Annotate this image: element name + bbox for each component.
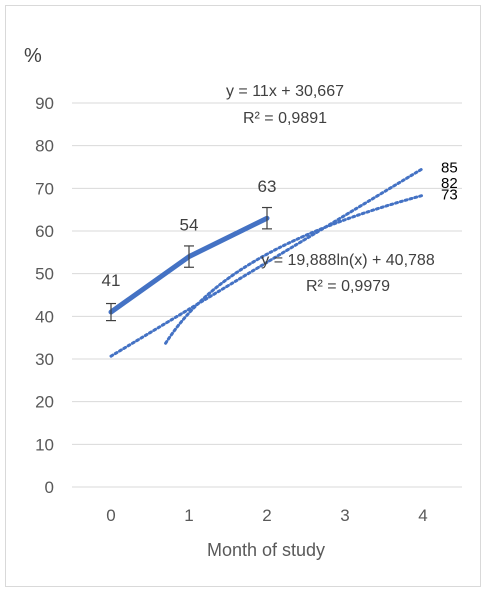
x-tick-3: 3: [340, 506, 349, 525]
data-label-0: 41: [102, 271, 121, 290]
x-tick-4: 4: [418, 506, 427, 525]
y-tick-20: 20: [35, 393, 54, 412]
linear-end-label: 85: [441, 159, 458, 176]
x-axis-title: Month of study: [207, 540, 325, 560]
y-tick-labels: 0 10 20 30 40 50 60 70 80 90: [35, 94, 54, 497]
y-tick-70: 70: [35, 179, 54, 198]
log-equation: y = 19,888ln(x) + 40,788: [261, 252, 435, 269]
y-tick-90: 90: [35, 94, 54, 113]
x-tick-1: 1: [184, 506, 193, 525]
log-r2: R² = 0,9979: [306, 278, 390, 295]
y-tick-40: 40: [35, 307, 54, 326]
data-label-1: 54: [180, 216, 199, 235]
data-label-2: 63: [258, 177, 277, 196]
x-tick-labels: 0 1 2 3 4: [106, 506, 427, 525]
x-tick-0: 0: [106, 506, 115, 525]
y-tick-30: 30: [35, 350, 54, 369]
y-tick-50: 50: [35, 265, 54, 284]
linear-equation: y = 11x + 30,667: [226, 83, 344, 100]
y-tick-10: 10: [35, 435, 54, 454]
trendlines: [109, 166, 425, 358]
linear-trendline: [109, 166, 425, 358]
y-tick-60: 60: [35, 222, 54, 241]
projection-label-82: 82: [441, 175, 458, 192]
data-series: [106, 206, 272, 322]
chart-area: [5, 5, 481, 587]
x-tick-2: 2: [262, 506, 271, 525]
y-tick-0: 0: [45, 478, 54, 497]
grid-lines: [72, 102, 462, 488]
y-tick-80: 80: [35, 137, 54, 156]
log-trendline: [164, 193, 425, 345]
linear-r2: R² = 0,9891: [243, 110, 327, 127]
y-unit-label: %: [24, 45, 42, 67]
log-end-label: 73: [441, 186, 458, 203]
